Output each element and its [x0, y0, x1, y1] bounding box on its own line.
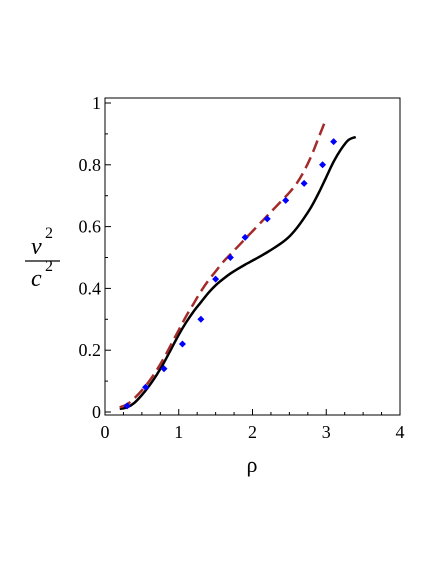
- x-tick-label: 3: [322, 422, 331, 442]
- series-2-point: [300, 179, 308, 187]
- series-1-line: [119, 117, 328, 409]
- tick-labels: 0 1 2 3 4 0 0.2 0.4 0.6 0.8 1: [79, 93, 405, 442]
- y-label-numerator: v: [31, 234, 42, 260]
- series-2-point: [178, 340, 186, 348]
- series-2-point: [142, 383, 150, 391]
- series-2-point: [282, 196, 290, 204]
- x-tick-label: 1: [174, 422, 183, 442]
- series-2-point: [241, 233, 249, 241]
- series-2-point: [123, 402, 131, 410]
- series-group: [119, 117, 357, 411]
- series-2-point: [197, 315, 205, 323]
- series-2-point: [263, 215, 271, 223]
- axis-ticks: [104, 102, 401, 415]
- y-tick-label: 0.6: [79, 217, 102, 237]
- x-axis-label: ρ: [247, 452, 258, 477]
- x-tick-label: 2: [248, 422, 257, 442]
- y-label-denominator-exp: 2: [45, 258, 53, 275]
- plot-frame: [104, 97, 401, 416]
- x-tick-label: 0: [101, 422, 110, 442]
- series-2-point: [212, 275, 220, 283]
- x-tick-label: 4: [396, 422, 405, 442]
- series-2-point: [160, 365, 168, 373]
- y-tick-label: 1: [92, 93, 101, 113]
- series-0-line: [119, 135, 357, 411]
- y-tick-label: 0.8: [79, 155, 102, 175]
- y-label-denominator: c: [31, 266, 42, 292]
- y-tick-label: 0.2: [79, 340, 102, 360]
- series-2-point: [226, 254, 234, 261]
- y-tick-label: 0.4: [79, 278, 102, 298]
- series-2-point: [330, 138, 338, 146]
- series-2-point: [319, 161, 327, 169]
- y-label-numerator-exp: 2: [45, 225, 53, 242]
- y-axis-label: v 2 c 2: [25, 225, 60, 292]
- y-tick-label: 0: [92, 402, 101, 422]
